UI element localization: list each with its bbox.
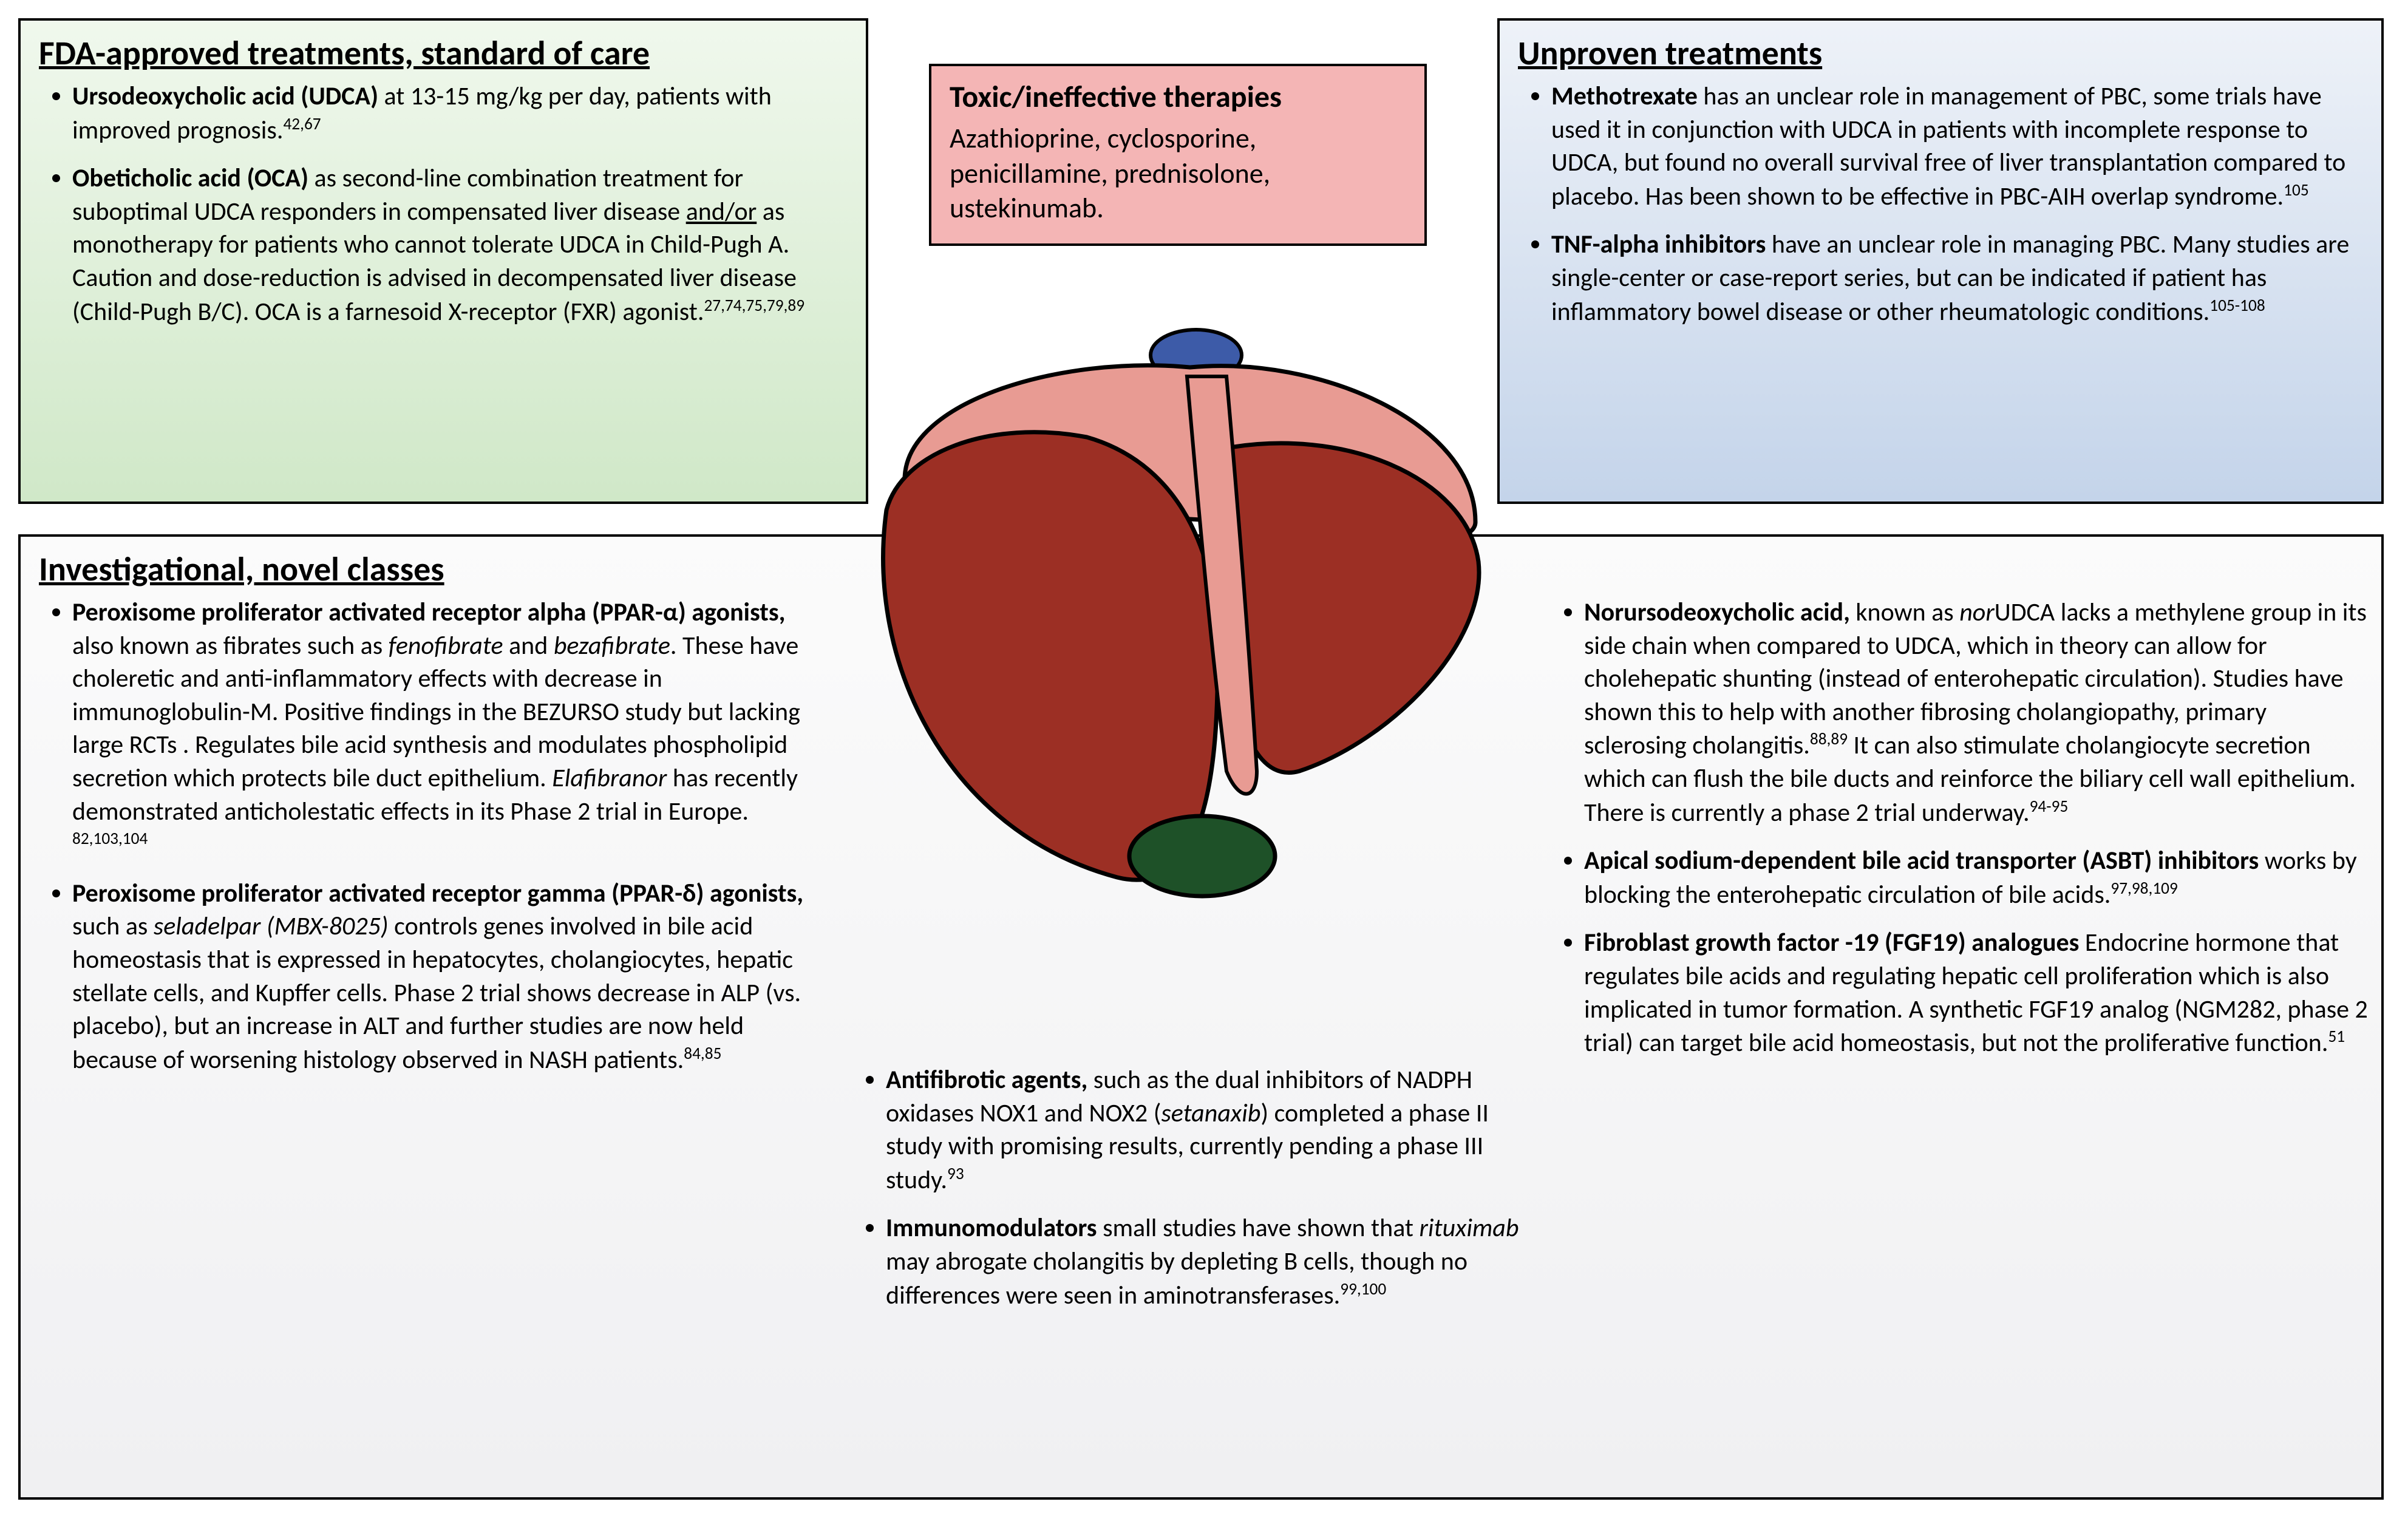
toxic-body: Azathioprine, cyclosporine, penicillamin… xyxy=(950,121,1406,226)
invest-item-ppar-gamma: Peroxisome proliferator activated recept… xyxy=(72,877,828,1077)
fda-list: Ursodeoxycholic acid (UDCA) at 13-15 mg/… xyxy=(39,80,848,328)
invest-item-fgf19: Fibroblast growth factor -19 (FGF19) ana… xyxy=(1584,927,2370,1059)
invest-item-immunomodulators: Immunomodulators small studies have show… xyxy=(886,1212,1526,1312)
unproven-treatments-box: Unproven treatments Methotrexate has an … xyxy=(1497,18,2384,504)
liver-icon xyxy=(832,322,1542,941)
invest-item-asbt: Apical sodium-dependent bile acid transp… xyxy=(1584,845,2370,911)
invest-item-antifibrotic: Antifibrotic agents, such as the dual in… xyxy=(886,1064,1526,1197)
unproven-title: Unproven treatments xyxy=(1518,33,2363,74)
toxic-title: Toxic/ineffective therapies xyxy=(950,78,1406,115)
toxic-therapies-box: Toxic/ineffective therapies Azathioprine… xyxy=(929,64,1427,246)
invest-col-left: Peroxisome proliferator activated recept… xyxy=(39,596,828,1327)
fda-item-oca: Obeticholic acid (OCA) as second-line co… xyxy=(72,162,848,328)
invest-item-norudca: Norursodeoxycholic acid, known as norUDC… xyxy=(1584,596,2370,829)
unproven-item-methotrexate: Methotrexate has an unclear role in mana… xyxy=(1551,80,2363,213)
invest-item-ppar-alpha: Peroxisome proliferator activated recept… xyxy=(72,596,828,862)
fda-approved-box: FDA-approved treatments, standard of car… xyxy=(18,18,868,504)
unproven-item-tnf: TNF-alpha inhibitors have an unclear rol… xyxy=(1551,228,2363,328)
fda-item-udca: Ursodeoxycholic acid (UDCA) at 13-15 mg/… xyxy=(72,80,848,147)
fda-title: FDA-approved treatments, standard of car… xyxy=(39,33,848,74)
unproven-list: Methotrexate has an unclear role in mana… xyxy=(1518,80,2363,328)
invest-col-right: Norursodeoxycholic acid, known as norUDC… xyxy=(1551,596,2370,1327)
